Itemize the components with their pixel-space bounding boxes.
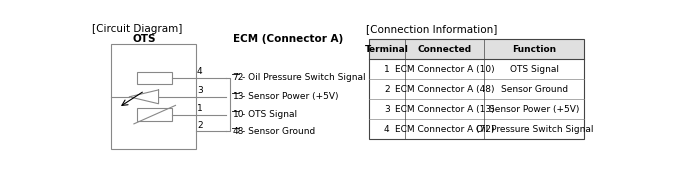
Text: 2: 2 xyxy=(197,121,203,130)
Text: ECM Connector A (48): ECM Connector A (48) xyxy=(395,85,494,94)
Text: [Circuit Diagram]: [Circuit Diagram] xyxy=(92,24,183,34)
Text: Terminal: Terminal xyxy=(365,44,409,54)
Text: - Sensor Ground: - Sensor Ground xyxy=(241,127,315,136)
Text: 4: 4 xyxy=(197,67,203,76)
Text: ECM Connector A (10): ECM Connector A (10) xyxy=(395,65,494,74)
Bar xyxy=(369,39,584,139)
Text: 48: 48 xyxy=(232,127,244,136)
Text: Function: Function xyxy=(512,44,556,54)
Text: ECM Connector A (13): ECM Connector A (13) xyxy=(395,105,494,114)
Text: OTS Signal: OTS Signal xyxy=(510,65,559,74)
Text: 13: 13 xyxy=(232,92,244,101)
Text: 3: 3 xyxy=(384,105,390,114)
Text: Oil Pressure Switch Signal: Oil Pressure Switch Signal xyxy=(475,125,593,134)
Bar xyxy=(111,44,195,149)
Text: - Oil Pressure Switch Signal: - Oil Pressure Switch Signal xyxy=(241,74,365,82)
Text: 10: 10 xyxy=(232,110,244,119)
Text: 72: 72 xyxy=(232,74,244,82)
Text: ECM Connector A (72): ECM Connector A (72) xyxy=(395,125,494,134)
Bar xyxy=(369,39,584,59)
Text: Sensor Power (+5V): Sensor Power (+5V) xyxy=(489,105,580,114)
Text: - Sensor Power (+5V): - Sensor Power (+5V) xyxy=(241,92,338,101)
Bar xyxy=(137,72,172,84)
Text: 1: 1 xyxy=(384,65,390,74)
Text: [Connection Information]: [Connection Information] xyxy=(367,24,498,34)
Text: 1: 1 xyxy=(197,104,203,113)
Text: 2: 2 xyxy=(384,85,390,94)
Text: - OTS Signal: - OTS Signal xyxy=(241,110,297,119)
Text: Sensor Ground: Sensor Ground xyxy=(500,85,568,94)
Text: Connected: Connected xyxy=(417,44,472,54)
Text: 3: 3 xyxy=(197,86,203,95)
Text: ECM (Connector A): ECM (Connector A) xyxy=(233,34,343,44)
Text: OTS: OTS xyxy=(133,34,156,44)
Bar xyxy=(137,108,172,121)
Text: 4: 4 xyxy=(384,125,390,134)
